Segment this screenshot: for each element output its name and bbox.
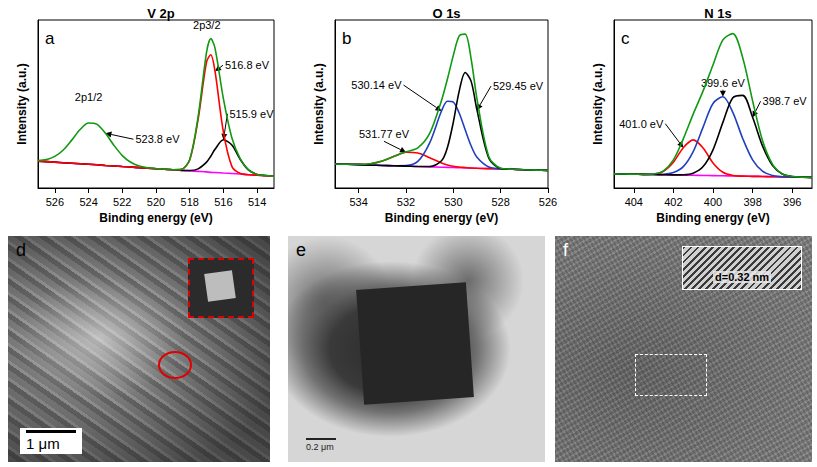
svg-text:520: 520 bbox=[147, 196, 165, 208]
html-text:d: d bbox=[16, 240, 26, 260]
svg-text:400: 400 bbox=[704, 196, 722, 208]
html-text:f: f bbox=[563, 240, 568, 260]
svg-text:532: 532 bbox=[397, 196, 415, 208]
svg-text:Intensity (a.u.): Intensity (a.u.) bbox=[312, 63, 326, 144]
svg-text:N 1s: N 1s bbox=[704, 6, 731, 21]
svg-text:516.8 eV: 516.8 eV bbox=[225, 59, 270, 71]
svg-text:516: 516 bbox=[214, 196, 232, 208]
svg-text:2p1/2: 2p1/2 bbox=[75, 91, 103, 103]
svg-text:515.9 eV: 515.9 eV bbox=[229, 108, 274, 120]
svg-text:530.14 eV: 530.14 eV bbox=[351, 79, 402, 91]
html-text:0.2 μm: 0.2 μm bbox=[306, 442, 334, 452]
svg-text:534: 534 bbox=[349, 196, 367, 208]
svg-text:396: 396 bbox=[783, 196, 801, 208]
svg-text:530: 530 bbox=[444, 196, 462, 208]
svg-text:399.6 eV: 399.6 eV bbox=[700, 76, 745, 89]
html-text:1 μm: 1 μm bbox=[26, 435, 60, 452]
svg-text:Binding energy (eV): Binding energy (eV) bbox=[656, 211, 769, 225]
svg-text:514: 514 bbox=[248, 196, 266, 208]
svg-text:Binding energy (eV): Binding energy (eV) bbox=[99, 211, 212, 225]
svg-text:b: b bbox=[342, 29, 351, 48]
svg-text:Intensity (a.u.): Intensity (a.u.) bbox=[591, 63, 605, 144]
svg-text:O 1s: O 1s bbox=[432, 6, 460, 21]
svg-text:529.45 eV: 529.45 eV bbox=[493, 80, 544, 92]
svg-text:404: 404 bbox=[625, 196, 643, 208]
svg-text:Binding energy (eV): Binding energy (eV) bbox=[385, 211, 498, 225]
html-text:e: e bbox=[296, 240, 306, 260]
svg-text:522: 522 bbox=[113, 196, 131, 208]
svg-text:518: 518 bbox=[181, 196, 199, 208]
svg-text:531.77 eV: 531.77 eV bbox=[359, 128, 410, 140]
svg-text:401.0 eV: 401.0 eV bbox=[619, 118, 664, 130]
svg-text:528: 528 bbox=[491, 196, 509, 208]
svg-text:a: a bbox=[45, 29, 55, 48]
svg-text:398: 398 bbox=[743, 196, 761, 208]
svg-text:524: 524 bbox=[79, 196, 97, 208]
svg-text:Intensity (a.u.): Intensity (a.u.) bbox=[15, 63, 29, 144]
svg-text:402: 402 bbox=[664, 196, 682, 208]
svg-text:523.8 eV: 523.8 eV bbox=[135, 133, 180, 145]
svg-text:c: c bbox=[621, 29, 630, 48]
svg-text:526: 526 bbox=[46, 196, 64, 208]
html-text:d=0.32 nm: d=0.32 nm bbox=[715, 271, 770, 283]
svg-text:V 2p: V 2p bbox=[147, 6, 175, 21]
svg-text:2p3/2: 2p3/2 bbox=[193, 19, 221, 31]
svg-text:526: 526 bbox=[539, 196, 557, 208]
svg-text:398.7 eV: 398.7 eV bbox=[763, 95, 808, 107]
